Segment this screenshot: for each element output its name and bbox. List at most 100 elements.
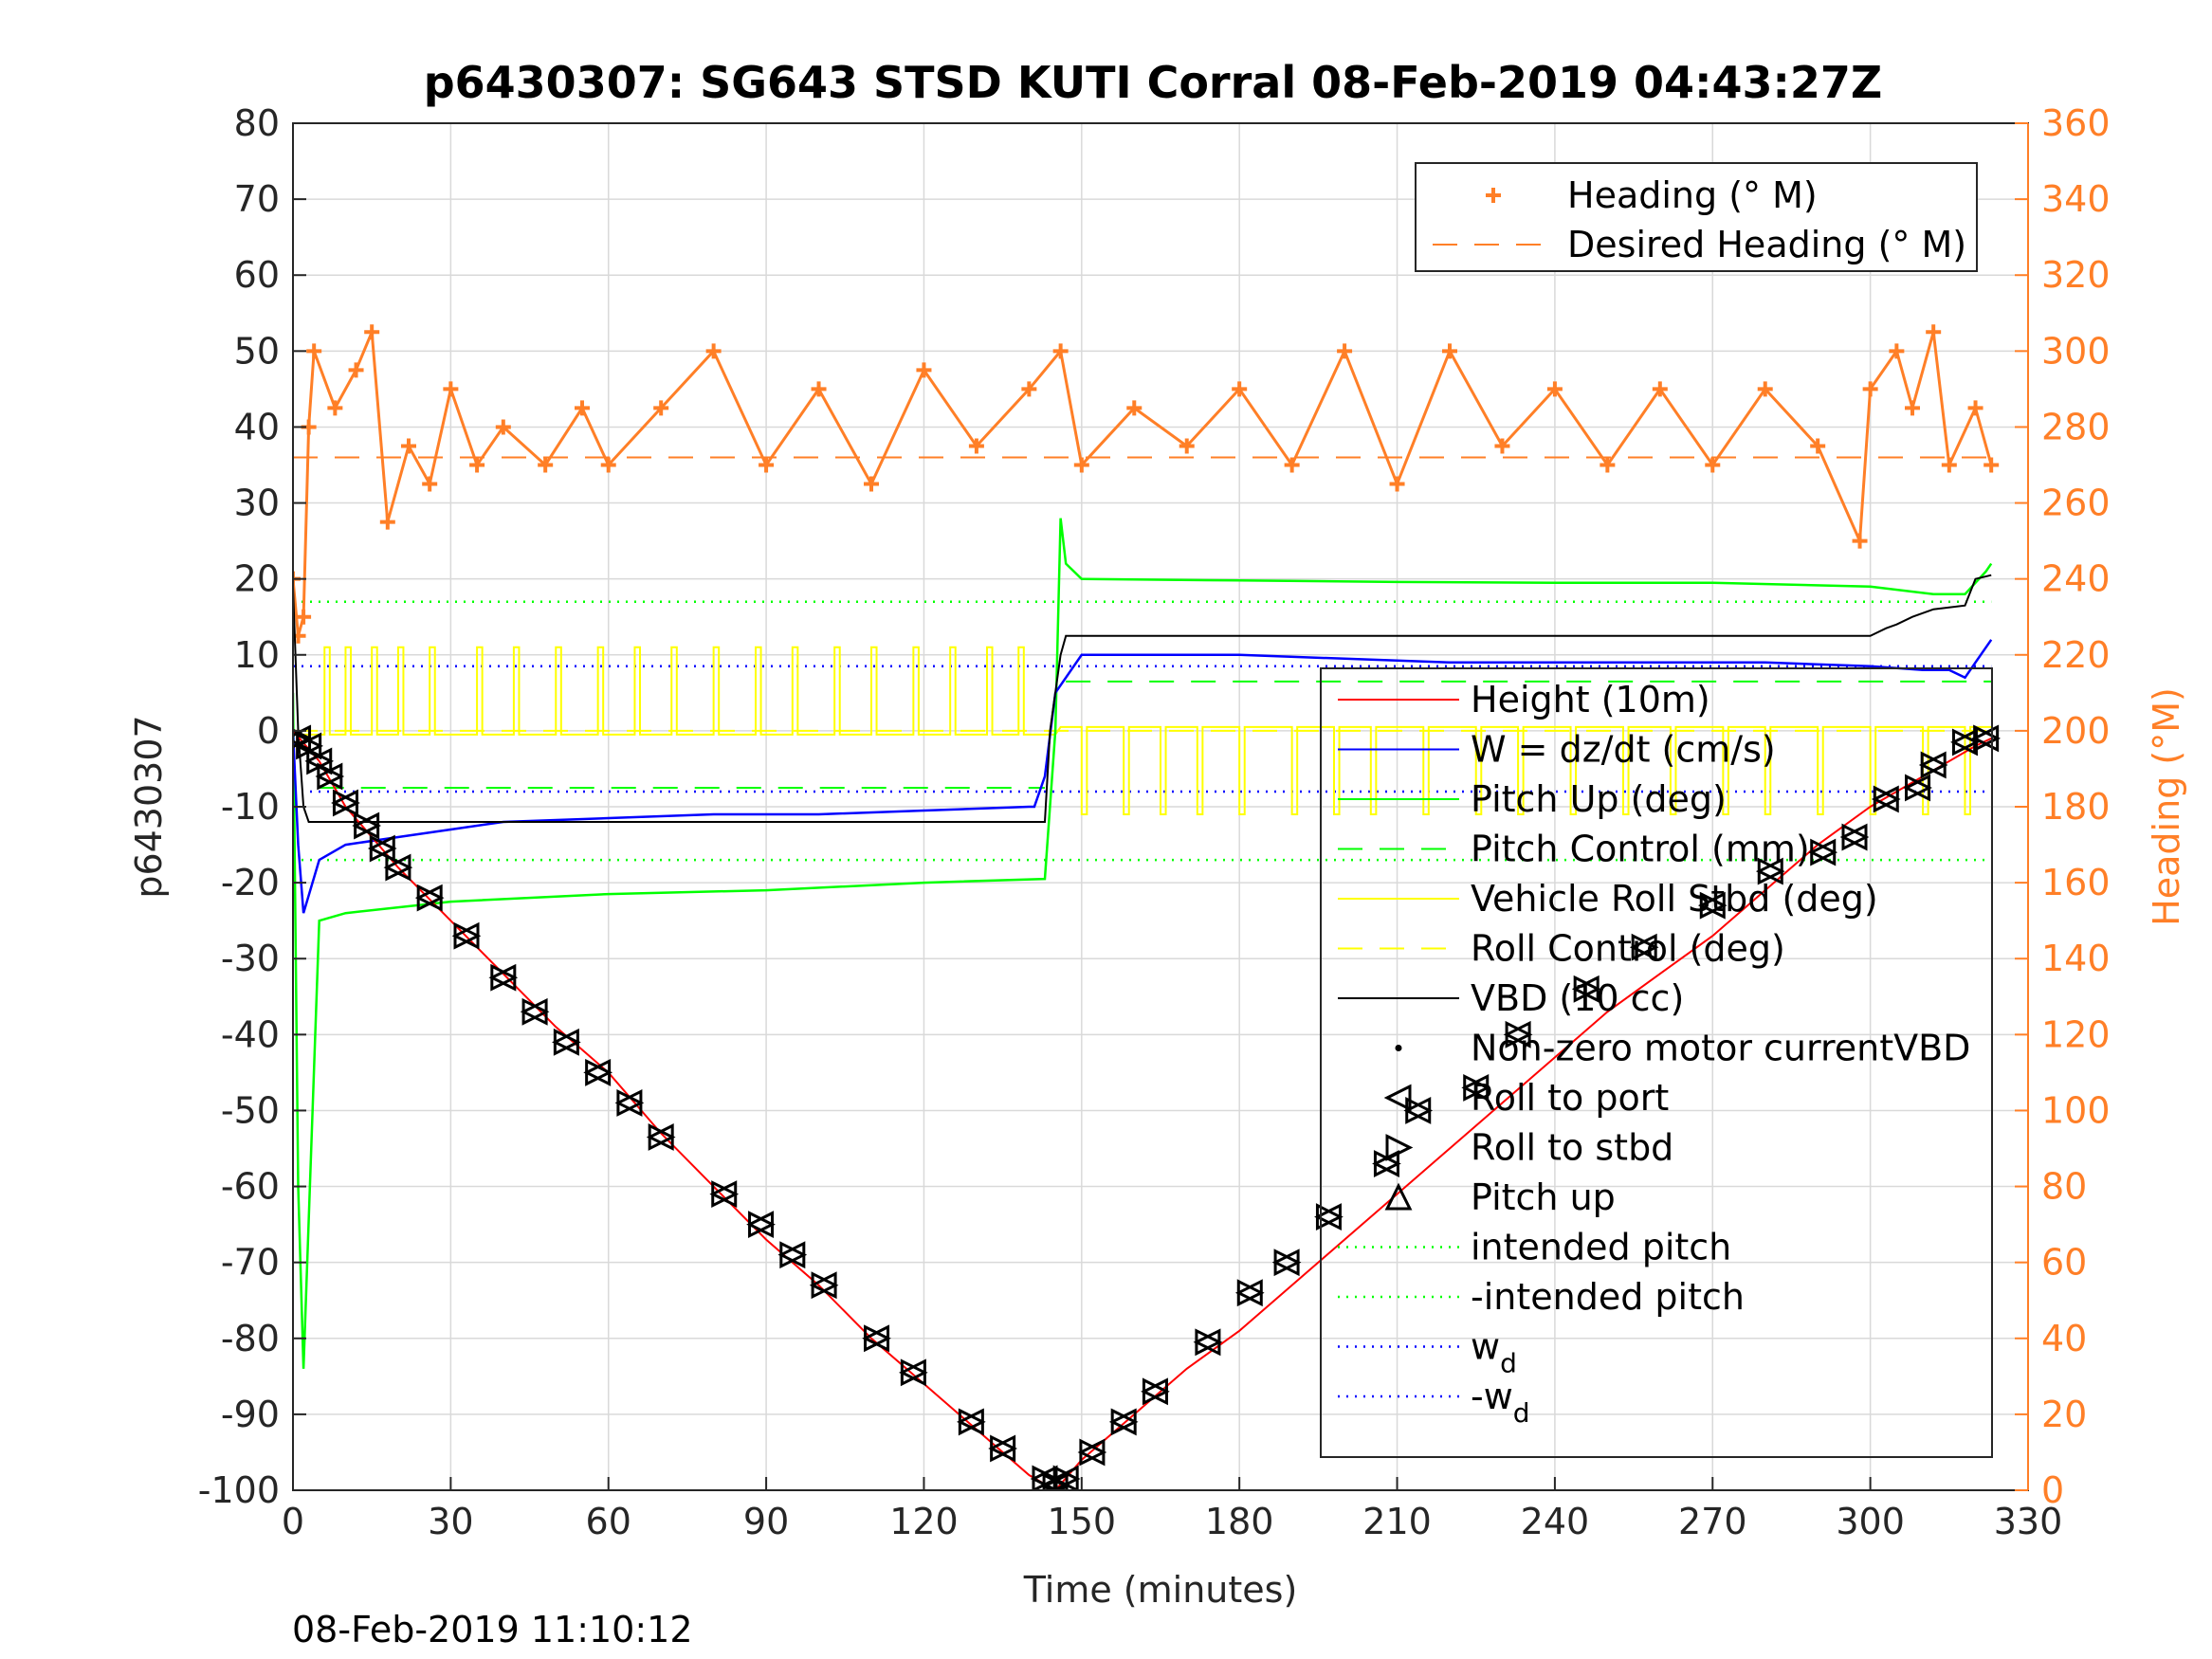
x-tick-label: 30 (428, 1501, 473, 1542)
legend-dot-swatch (1395, 1045, 1402, 1051)
heading-marker (327, 400, 343, 416)
y-tick-label: -30 (221, 938, 280, 979)
heading-legend-box (1415, 162, 1978, 272)
roll-to-stbd-marker (317, 762, 345, 791)
heading-marker (1179, 438, 1195, 454)
heading-marker (916, 362, 932, 378)
y-tick-label: 80 (234, 102, 280, 144)
heading-marker (811, 381, 827, 397)
heading-marker (1232, 381, 1248, 397)
y-tick-label: 60 (234, 254, 280, 296)
legend-label: Pitch Control (mm) (1471, 829, 1810, 870)
y-tick-label: 0 (257, 710, 280, 752)
x-tick-label: 180 (1205, 1501, 1274, 1542)
y-tick-label: -90 (221, 1394, 280, 1435)
x-tick-label: 90 (743, 1501, 789, 1542)
x-axis-ticks: 0 30 60 90 120 150 180 210 240 270 300 330 (282, 1477, 2062, 1542)
roll-to-stbd-marker (1463, 1073, 1491, 1102)
roll-to-stbd-marker (1951, 728, 1980, 757)
heading-marker (1757, 381, 1773, 397)
y2-axis-ticks: 0 20 40 60 80 100 120 140 160 180 200 220 240 260 280 3… (2015, 102, 2111, 1511)
heading-legend: Heading (° M) Desired Heading (° M) (1415, 162, 1978, 272)
roll-to-stbd-marker (1757, 857, 1785, 885)
y2-tick-label: 260 (2041, 483, 2111, 524)
roll-to-stbd-marker (1273, 1249, 1302, 1277)
x-axis-label: Time (minutes) (1023, 1569, 1298, 1611)
roll-to-stbd-marker (585, 1058, 612, 1086)
y-tick-label: -50 (221, 1089, 280, 1131)
heading-marker (864, 476, 879, 492)
roll-to-stbd-marker (1505, 1020, 1533, 1048)
roll-to-stbd-marker (1079, 1438, 1107, 1467)
roll-to-stbd-marker (453, 921, 482, 950)
x-tick-label: 60 (586, 1501, 631, 1542)
heading-legend-marker (1486, 188, 1501, 203)
roll-to-stbd-marker (369, 834, 397, 863)
roll-to-stbd-marker (1873, 785, 1901, 813)
y2-tick-label: 120 (2041, 1013, 2111, 1055)
roll-to-stbd-marker (1405, 1097, 1434, 1124)
legend-pitch-up-swatch (1384, 1182, 1413, 1211)
heading-marker (1705, 457, 1721, 473)
main-legend-box (1320, 667, 1993, 1458)
roll-to-stbd-marker (1142, 1377, 1170, 1406)
roll-to-stbd-marker (1905, 774, 1932, 802)
roll-to-stbd-marker (1841, 823, 1870, 851)
y-tick-label: -70 (221, 1242, 280, 1284)
roll-to-stbd-marker (779, 1241, 808, 1269)
roll-to-stbd-marker (648, 1123, 676, 1151)
y2-tick-label: 280 (2041, 406, 2111, 447)
y2-tick-label: 220 (2041, 634, 2111, 676)
roll-to-stbd-marker (811, 1271, 839, 1300)
heading-marker (1983, 457, 2000, 473)
legend-label: intended pitch (1471, 1227, 1731, 1268)
heading-marker (306, 343, 322, 359)
roll-to-stbd-marker (1195, 1328, 1223, 1357)
roll-to-stbd-marker (1920, 751, 1948, 779)
heading-marker (422, 476, 438, 492)
legend-label: -intended pitch (1471, 1276, 1745, 1318)
heading-marker (1905, 400, 1920, 416)
y-tick-label: 30 (234, 483, 280, 524)
heading-marker (1600, 457, 1616, 473)
legend-label: Pitch Up (deg) (1471, 778, 1727, 820)
heading-marker (1337, 343, 1353, 359)
heading-legend-label: Desired Heading (° M) (1567, 224, 1966, 265)
heading-marker (653, 400, 669, 416)
roll-to-stbd-marker (1110, 1408, 1139, 1436)
y2-tick-label: 40 (2041, 1318, 2087, 1359)
roll-to-stbd-marker (1699, 891, 1728, 920)
main-legend: Height (10m) W = dz/dt (cm/s) Pitch Up (de… (1320, 667, 1993, 1458)
y2-axis-label: Heading (°M) (2146, 687, 2187, 926)
heading-marker (575, 400, 590, 416)
y-tick-label: 40 (234, 406, 280, 447)
roll-to-stbd-marker (616, 1089, 645, 1117)
legend-label: W = dz/dt (cm/s) (1471, 729, 1776, 771)
y2-tick-label: 80 (2041, 1166, 2087, 1208)
roll-to-stbd-marker (1810, 838, 1838, 866)
heading-marker (600, 457, 616, 473)
heading-marker (296, 609, 312, 625)
legend-label: Pitch up (1471, 1176, 1616, 1218)
y2-tick-label: 160 (2041, 862, 2111, 903)
legend-label: Height (10m) (1471, 679, 1710, 720)
y-tick-label: -20 (221, 862, 280, 903)
y2-tick-label: 200 (2041, 710, 2111, 752)
roll-to-stbd-marker (521, 997, 550, 1026)
heading-marker (1889, 343, 1905, 359)
y2-tick-label: 60 (2041, 1242, 2087, 1284)
y2-tick-label: 240 (2041, 558, 2111, 600)
heading-marker (1126, 400, 1143, 416)
heading-marker (759, 457, 775, 473)
roll-to-stbd-marker (490, 963, 519, 992)
heading-marker (495, 419, 511, 435)
roll-to-stbd-marker (748, 1211, 776, 1239)
y2-tick-label: 100 (2041, 1089, 2111, 1131)
x-tick-label: 300 (1836, 1501, 1905, 1542)
heading-marker (443, 381, 459, 397)
roll-to-stbd-marker (1631, 933, 1659, 961)
heading-marker (1862, 381, 1878, 397)
y-tick-label: 70 (234, 178, 280, 220)
roll-to-stbd-marker (1315, 1203, 1344, 1231)
